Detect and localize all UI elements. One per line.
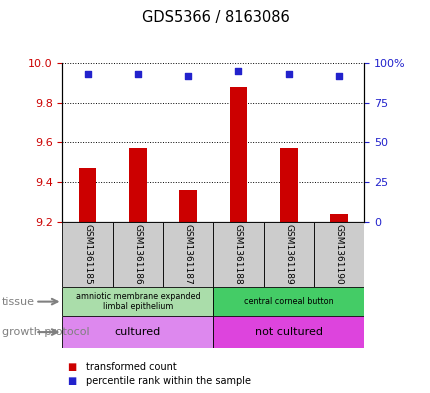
Bar <box>62 287 213 316</box>
Text: GSM1361189: GSM1361189 <box>284 224 292 285</box>
Text: not cultured: not cultured <box>254 327 322 337</box>
Point <box>234 68 241 74</box>
Bar <box>213 222 263 287</box>
Text: GSM1361185: GSM1361185 <box>83 224 92 285</box>
Bar <box>62 316 213 348</box>
Text: GSM1361186: GSM1361186 <box>133 224 142 285</box>
Point <box>184 72 191 79</box>
Text: transformed count: transformed count <box>86 362 177 373</box>
Bar <box>113 222 163 287</box>
Text: growth protocol: growth protocol <box>2 327 89 337</box>
Bar <box>79 168 96 222</box>
Text: ■: ■ <box>67 376 76 386</box>
Text: GSM1361187: GSM1361187 <box>183 224 192 285</box>
Text: GDS5366 / 8163086: GDS5366 / 8163086 <box>141 10 289 25</box>
Text: tissue: tissue <box>2 297 35 307</box>
Bar <box>329 214 347 222</box>
Text: amniotic membrane expanded
limbal epithelium: amniotic membrane expanded limbal epithe… <box>75 292 200 311</box>
Bar <box>163 222 213 287</box>
Text: ■: ■ <box>67 362 76 373</box>
Point <box>285 71 292 77</box>
Bar <box>179 190 197 222</box>
Bar <box>313 222 363 287</box>
Point <box>134 71 141 77</box>
Point <box>84 71 91 77</box>
Text: cultured: cultured <box>114 327 161 337</box>
Text: percentile rank within the sample: percentile rank within the sample <box>86 376 251 386</box>
Bar <box>213 316 363 348</box>
Text: GSM1361188: GSM1361188 <box>233 224 243 285</box>
Bar <box>280 149 297 222</box>
Bar <box>263 222 313 287</box>
Bar <box>213 287 363 316</box>
Bar <box>62 222 113 287</box>
Point <box>335 72 342 79</box>
Bar <box>229 87 247 222</box>
Text: GSM1361190: GSM1361190 <box>334 224 343 285</box>
Text: central corneal button: central corneal button <box>243 297 333 306</box>
Bar <box>129 149 146 222</box>
